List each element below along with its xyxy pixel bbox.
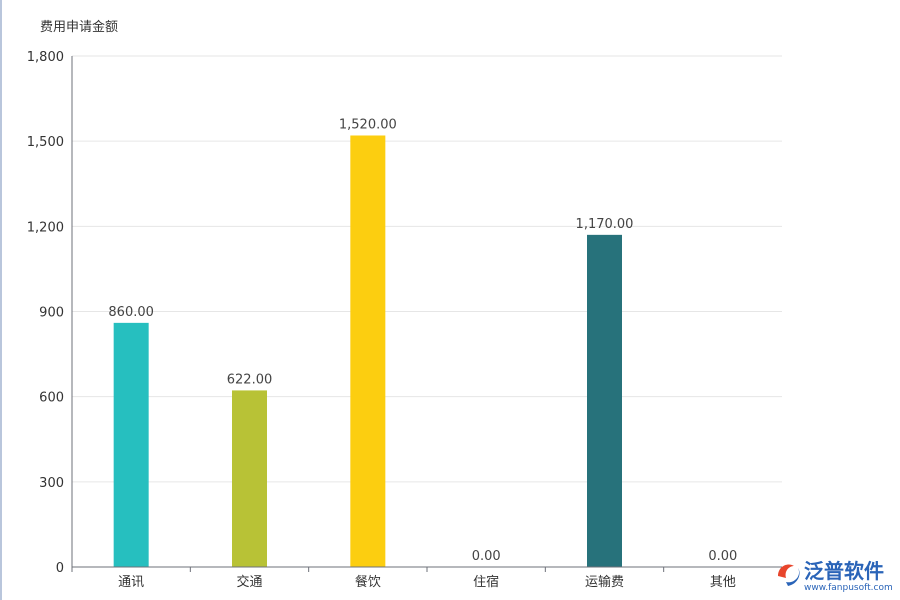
logo-url: www.fanpusoft.com [804, 583, 892, 593]
x-tick-label: 其他 [710, 575, 736, 590]
y-tick-labels: 0 300 600 900 1,200 1,500 1,800 [27, 50, 64, 576]
y-axis-title: 费用申请金额 [40, 19, 118, 35]
data-label: 1,170.00 [576, 217, 634, 232]
data-label: 1,520.00 [339, 117, 397, 132]
axes [71, 56, 783, 572]
x-tick-labels: 通讯 交通 餐饮 住宿 运输费 其他 [118, 574, 736, 590]
grid-lines [72, 55, 782, 483]
bar [350, 135, 386, 567]
fanpusoft-logo-watermark: 泛普软件 www.fanpusoft.com [778, 559, 892, 593]
y-tick-label: 1,800 [27, 50, 64, 65]
data-labels: 860.00 622.00 1,520.00 0.00 1,170.00 0.00 [108, 117, 737, 564]
page-left-edge [0, 0, 2, 600]
x-tick-label: 通讯 [118, 575, 144, 590]
y-tick-label: 600 [39, 391, 64, 406]
bar [587, 234, 622, 567]
x-tick-label: 运输费 [585, 574, 624, 590]
y-tick-label: 900 [39, 306, 64, 321]
bar [232, 390, 267, 567]
y-tick-label: 1,200 [27, 220, 64, 235]
data-label: 622.00 [227, 372, 273, 387]
x-tick-label: 餐饮 [355, 574, 381, 590]
y-tick-label: 0 [56, 561, 64, 576]
y-tick-label: 1,500 [27, 135, 64, 150]
y-tick-label: 300 [39, 476, 64, 491]
logo-icon [778, 564, 800, 586]
x-tick-label: 住宿 [473, 574, 499, 590]
logo-text: 泛普软件 [804, 559, 884, 583]
bars [113, 135, 622, 567]
data-label: 860.00 [108, 305, 154, 320]
bar [113, 322, 149, 567]
data-label: 0.00 [708, 549, 737, 564]
x-tick-label: 交通 [236, 574, 262, 590]
data-label: 0.00 [472, 549, 501, 564]
